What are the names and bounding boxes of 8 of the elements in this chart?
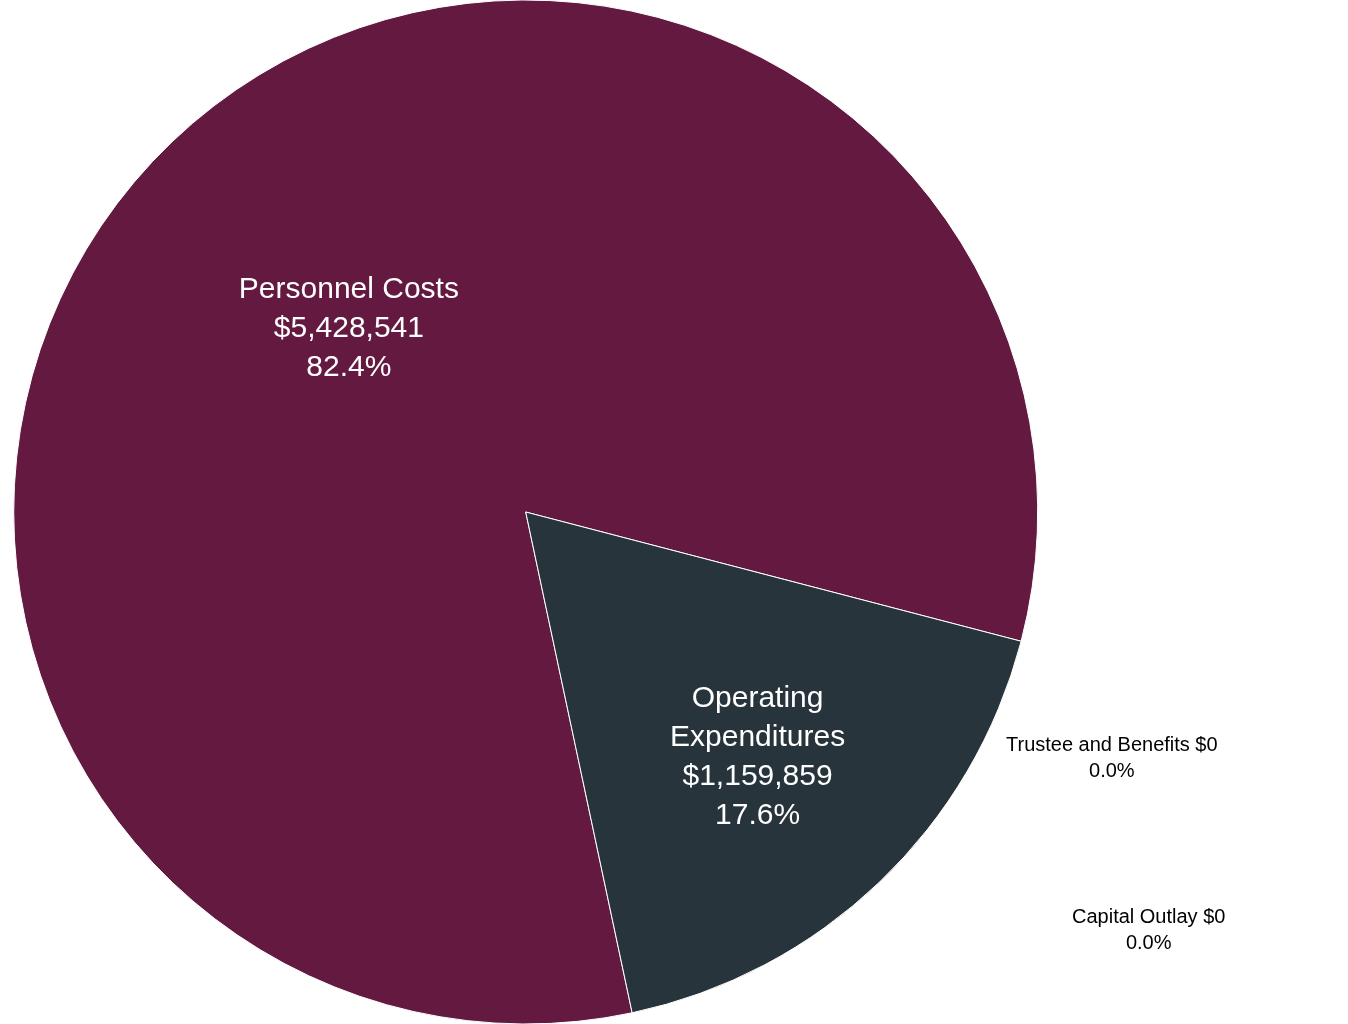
category-label: Trustee and Benefits $0 <box>1006 733 1218 755</box>
category-label: Capital Outlay $0 <box>1072 905 1226 927</box>
text: 0.0% <box>1125 931 1172 953</box>
text: 0.0% <box>1089 759 1135 781</box>
data-label: $5,428,541 82.4% <box>273 310 424 383</box>
slice-label: Personnel Costs <box>238 271 459 305</box>
data-label: $1,159,859 17.6% <box>682 757 833 830</box>
slice-label: Operating Expenditures <box>670 679 846 752</box>
